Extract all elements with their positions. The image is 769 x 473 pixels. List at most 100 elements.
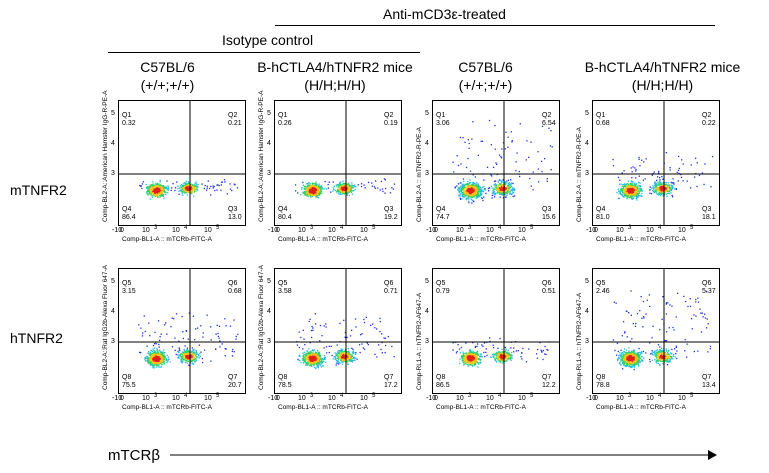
quadrant-q7: Q7 12.2 [542, 374, 556, 390]
y-tick-label: 5 [267, 278, 271, 285]
quadrant-percentage: 75.5 [122, 382, 136, 389]
quadrant-name: Q3 [542, 206, 552, 213]
quadrant-percentage: 3.15 [122, 288, 136, 295]
quadrant-name: Q5 [278, 280, 288, 287]
quadrant-name: Q5 [596, 280, 606, 287]
quadrant-name: Q7 [542, 374, 552, 381]
quadrant-name: Q3 [702, 206, 712, 213]
quadrant-q5: Q5 2.46 [596, 280, 610, 296]
quadrant-q6: Q6 5.37 [702, 280, 716, 296]
x-tick-label: 3 [468, 225, 472, 231]
x-axis-title: mTCRβ [108, 447, 160, 464]
y-axis-label: Comp-BL2-A :: mTNFR2-R-PE-A [416, 127, 423, 222]
event-dots [294, 178, 396, 199]
quadrant-name: Q2 [384, 112, 394, 119]
quadrant-name: Q5 [122, 280, 132, 287]
quadrant-q1: Q1 3.06 [436, 112, 450, 128]
row-label-mtnfr2: mTNFR2 [10, 182, 67, 198]
row-label-htnfr2: hTNFR2 [10, 330, 63, 346]
quadrant-percentage: 0.21 [228, 120, 242, 127]
isotype-label: Isotype control [222, 32, 314, 48]
y-tick-label: 3 [111, 338, 115, 345]
quadrant-q4: Q4 80.4 [278, 206, 292, 222]
quadrant-name: Q8 [596, 374, 606, 381]
quadrant-percentage: 2.46 [596, 288, 610, 295]
quadrant-q2: Q2 0.21 [228, 112, 242, 128]
quadrant-q6: Q6 0.68 [228, 280, 242, 296]
quadrant-percentage: 12.2 [542, 382, 556, 389]
y-tick-label: 5 [585, 110, 589, 117]
x-tick-label: 5 [372, 393, 376, 399]
quadrant-q3: Q3 18.1 [702, 206, 716, 222]
quadrant-q1: Q1 0.68 [596, 112, 610, 128]
quadrant-name: Q2 [702, 112, 712, 119]
quadrant-percentage: 17.2 [384, 382, 398, 389]
x-tick-label: 0 [594, 227, 598, 234]
x-axis-label: Comp-BL1-A :: mTCRb-FITC-A [436, 236, 526, 243]
x-axis-label: Comp-BL1-A :: mTCRb-FITC-A [596, 404, 686, 411]
quadrant-name: Q3 [384, 206, 394, 213]
y-axis-label: Comp-BL2-A::Rat IgG2b-Alexa Fluor 647-A [102, 265, 109, 390]
x-tick-label: 10 [298, 395, 306, 402]
quadrant-name: Q8 [278, 374, 288, 381]
flow-panel-6: Q5 3.58 Q6 0.71 Q8 78.5 Q7 17.2 3 4 5 Comp-BL2-A::R… [258, 265, 402, 411]
flow-plot [274, 100, 402, 226]
quadrant-percentage: 3.06 [436, 120, 450, 127]
y-axis-label: Comp-BL2-A::Rat IgG2b-Alexa Fluor 647-A [258, 265, 265, 390]
y-axis-label: Comp-BL2-A :: mTNFR2-R-PE-A [576, 127, 583, 222]
x-tick-label: -10 [112, 227, 123, 234]
quadrant-q4: Q4 81.0 [596, 206, 610, 222]
y-tick-label: 5 [425, 278, 429, 285]
column-header-1: C57BL/6 (+/+;+/+) [110, 58, 225, 94]
x-tick-label: 3 [628, 225, 632, 231]
quadrant-q2: Q2 0.22 [702, 112, 716, 128]
quadrant-q3: Q3 15.6 [542, 206, 556, 222]
x-axis-label: Comp-BL1-A :: mTCRb-FITC-A [122, 236, 212, 243]
quadrant-percentage: 0.51 [542, 288, 556, 295]
quadrant-q4: Q4 74.7 [436, 206, 450, 222]
x-tick-labels: -10 0 10 3 10 4 10 5 [586, 225, 726, 236]
x-tick-label: 5 [690, 393, 694, 399]
plot-frame [274, 100, 402, 226]
quadrant-q5: Q5 0.79 [436, 280, 450, 296]
x-tick-label: 10 [646, 227, 654, 234]
y-axis-label: Comp-BL2-A::American Hamster IgG-R-PE-A [102, 90, 109, 222]
quadrant-name: Q6 [228, 280, 238, 287]
x-tick-label: 4 [658, 225, 662, 231]
x-tick-label: 0 [594, 395, 598, 402]
quadrant-name: Q8 [122, 374, 132, 381]
y-tick-label: 3 [585, 338, 589, 345]
quadrant-q4: Q4 86.4 [122, 206, 136, 222]
quadrant-q6: Q6 0.51 [542, 280, 556, 296]
quadrant-q1: Q1 0.26 [278, 112, 292, 128]
event-dots [452, 119, 553, 204]
x-tick-label: 4 [498, 225, 502, 231]
column-header-4: B-hCTLA4/hTNFR2 mice (H/H;H/H) [570, 58, 755, 94]
x-tick-labels: -10 0 10 3 10 4 10 5 [112, 225, 252, 236]
y-tick-label: 5 [111, 110, 115, 117]
x-tick-labels: -10 0 10 3 10 4 10 5 [426, 393, 566, 404]
x-tick-labels: -10 0 10 3 10 4 10 5 [268, 225, 408, 236]
x-tick-label: 10 [204, 227, 212, 234]
x-tick-labels: -10 0 10 3 10 4 10 5 [586, 393, 726, 404]
quadrant-percentage: 0.22 [702, 120, 716, 127]
x-tick-label: 3 [310, 225, 314, 231]
quadrant-percentage: 78.5 [278, 382, 292, 389]
quadrant-percentage: 0.19 [384, 120, 398, 127]
column-header-2-line2: (H/H;H/H) [304, 77, 366, 93]
quadrant-q2: Q2 6.54 [542, 112, 556, 128]
x-tick-label: 0 [120, 227, 124, 234]
y-axis-label: Comp-RL1-A :: hTNFR2-AF647-A [576, 292, 583, 390]
x-tick-label: 3 [468, 393, 472, 399]
x-tick-label: 5 [216, 225, 220, 231]
quadrant-percentage: 86.4 [122, 214, 136, 221]
flow-plot [274, 268, 402, 394]
y-tick-label: 4 [267, 140, 271, 147]
plot-frame [592, 100, 720, 226]
x-tick-label: 0 [434, 227, 438, 234]
quadrant-percentage: 18.1 [702, 214, 716, 221]
x-tick-label: 10 [646, 395, 654, 402]
column-header-2-line1: B-hCTLA4/hTNFR2 mice [257, 59, 413, 75]
x-tick-label: 10 [518, 395, 526, 402]
